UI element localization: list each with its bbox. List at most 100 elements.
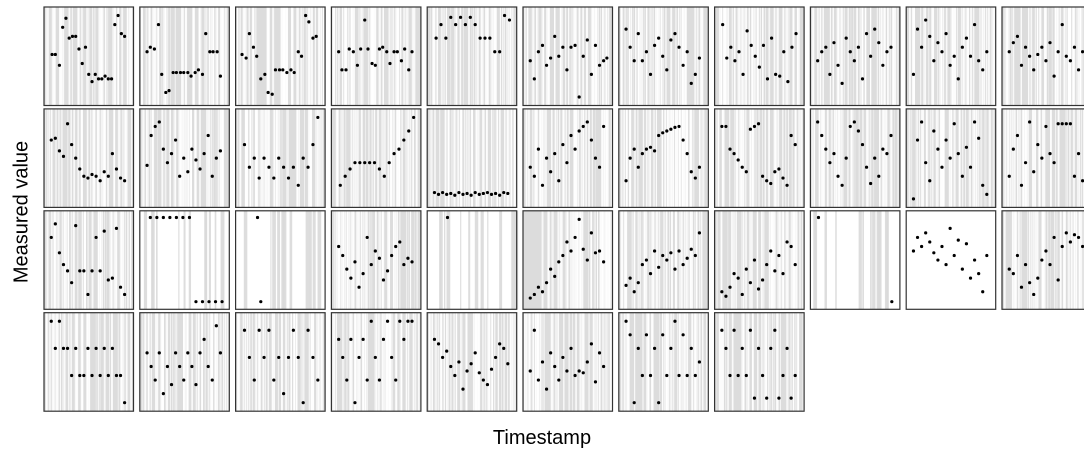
stripe (1077, 7, 1080, 106)
data-point (441, 190, 445, 195)
stripe (778, 210, 779, 310)
data-point (724, 294, 728, 298)
panel-points (911, 120, 989, 201)
data-point (390, 355, 394, 360)
stripe (344, 7, 346, 106)
stripe (1057, 108, 1060, 208)
data-point (968, 276, 973, 280)
stripe (694, 312, 697, 412)
panel-border (809, 6, 901, 107)
stripe (867, 108, 869, 208)
stripe (431, 108, 433, 208)
data-point (385, 50, 389, 54)
stripe (297, 7, 300, 106)
data-point (1060, 22, 1064, 27)
data-point (289, 68, 293, 72)
stripe (665, 7, 667, 106)
data-point (1015, 253, 1020, 258)
stripe (985, 7, 988, 106)
stripe (773, 7, 776, 106)
stripe (98, 7, 101, 106)
panel-background (618, 312, 709, 412)
stripe (416, 108, 418, 208)
data-point (247, 165, 251, 169)
stripe (183, 210, 186, 310)
data-point (1052, 235, 1056, 240)
data-point (353, 260, 357, 264)
stripe (409, 108, 412, 208)
stripe (210, 7, 213, 106)
data-point (889, 45, 893, 49)
stripe (471, 108, 473, 208)
stripe (129, 210, 131, 310)
data-point (449, 364, 453, 369)
stripe (243, 7, 246, 106)
panel-r3-c10 (905, 210, 997, 310)
data-point (890, 300, 894, 304)
data-point (964, 242, 969, 246)
data-point (398, 240, 402, 244)
stripe (200, 7, 202, 106)
stripe (272, 210, 276, 310)
data-point (370, 61, 374, 66)
data-point (489, 367, 494, 371)
stripe (527, 108, 529, 208)
stripe (543, 108, 546, 208)
stripe (575, 108, 578, 208)
stripe (49, 108, 51, 208)
stripe (729, 108, 731, 208)
stripe (112, 7, 114, 106)
stripe (778, 210, 780, 310)
panel-border (618, 312, 709, 412)
data-point (1068, 122, 1072, 126)
data-point (952, 253, 956, 258)
stripe (56, 210, 57, 310)
stripe (150, 108, 151, 208)
stripe (797, 108, 799, 208)
stripe (605, 312, 607, 412)
data-point (167, 89, 171, 93)
data-point (733, 59, 737, 63)
stripe (482, 7, 484, 106)
panel-border (618, 108, 709, 209)
stripe (590, 210, 593, 310)
stripe (119, 108, 121, 208)
data-point (836, 174, 840, 178)
stripe (700, 7, 702, 106)
stripe (840, 108, 841, 208)
stripe (1005, 108, 1007, 208)
stripe (482, 312, 484, 412)
stripe (47, 7, 49, 106)
stripe (756, 7, 758, 106)
data-point (449, 15, 453, 19)
stripe (792, 312, 795, 412)
stripe (756, 108, 757, 208)
data-point (848, 50, 852, 54)
stripe (388, 312, 390, 412)
stripe (535, 108, 538, 208)
panel-points (49, 319, 127, 405)
stripe (680, 108, 682, 208)
stripe (757, 312, 759, 412)
stripe (337, 108, 339, 208)
data-point (569, 346, 573, 350)
stripe (195, 312, 197, 412)
stripe (853, 108, 854, 208)
stripe (397, 7, 399, 106)
stripe (204, 312, 206, 412)
data-point (581, 54, 585, 58)
stripe (374, 7, 376, 106)
stripe (743, 210, 745, 310)
data-point (636, 165, 640, 169)
data-point (388, 61, 392, 66)
data-point (536, 285, 541, 289)
stripe (551, 210, 554, 310)
stripe (121, 312, 123, 412)
stripe (478, 312, 480, 412)
data-point (569, 249, 573, 253)
data-point (103, 74, 107, 78)
data-point (202, 152, 206, 156)
stripe (405, 108, 407, 208)
data-point (956, 152, 960, 156)
stripe (251, 312, 253, 412)
